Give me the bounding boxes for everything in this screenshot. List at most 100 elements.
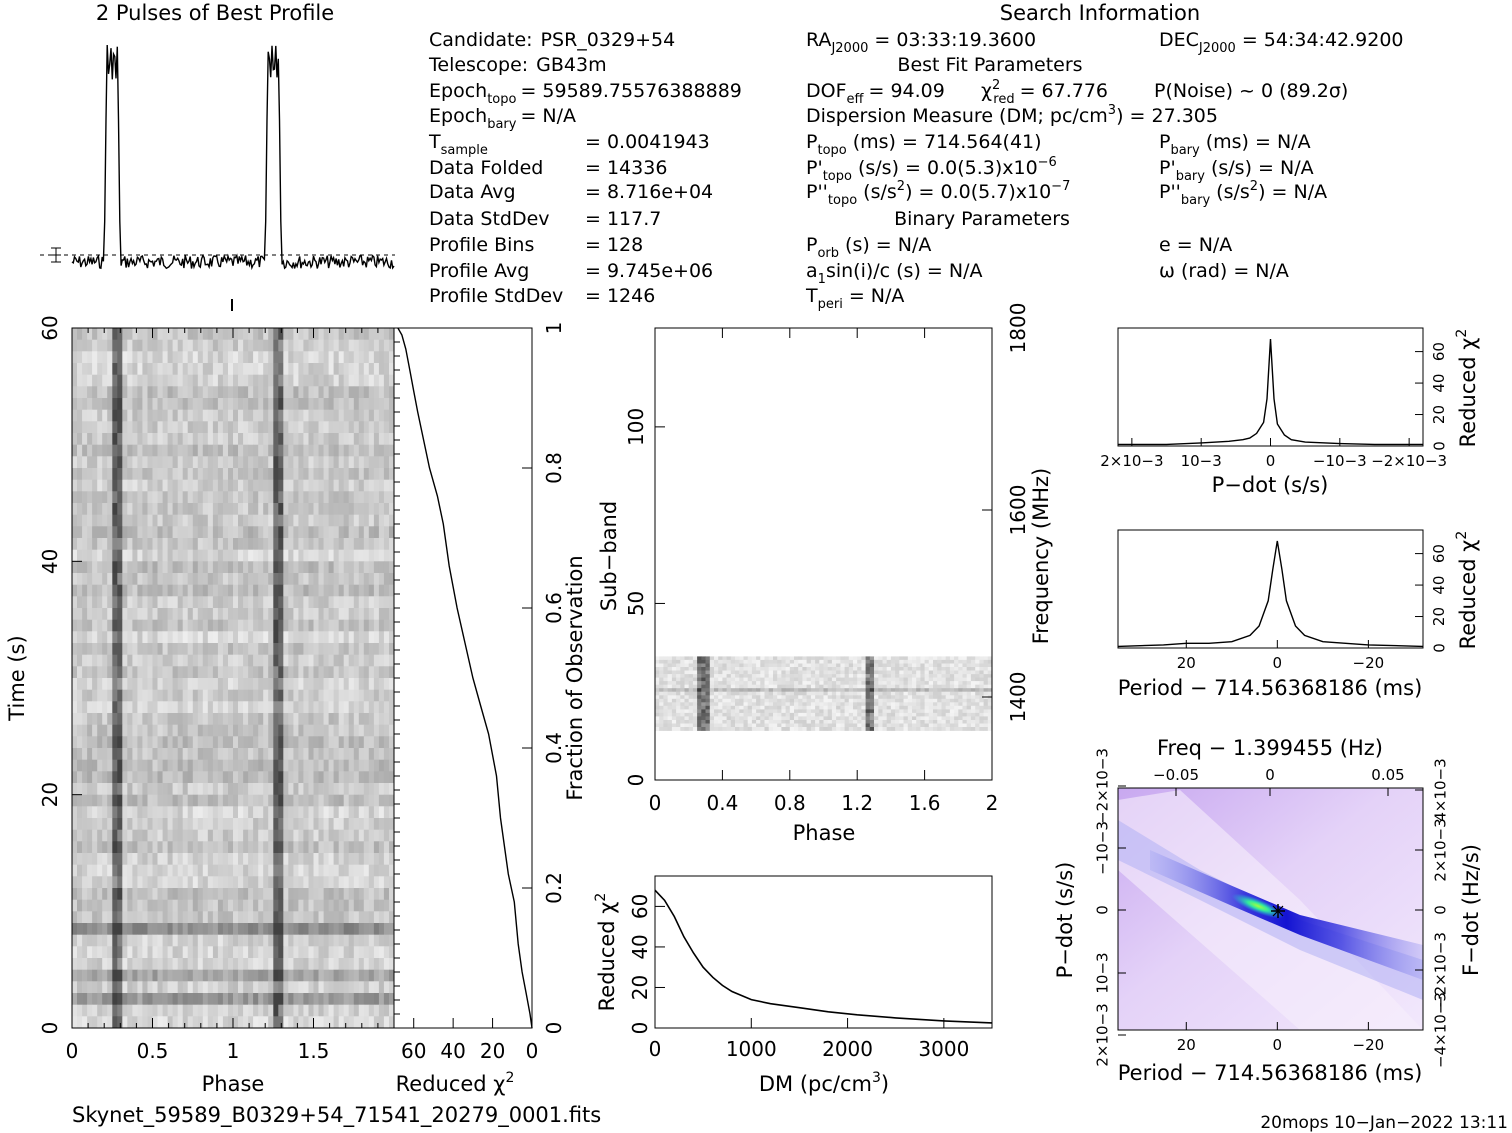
time-phase-cell: [97, 421, 103, 434]
time-phase-cell: [202, 444, 209, 457]
time-phase-cell: [182, 841, 189, 854]
time-phase-cell: [353, 946, 360, 959]
time-phase-cell: [273, 771, 279, 784]
time-phase-cell: [363, 666, 370, 679]
time-phase-cell: [147, 666, 153, 679]
time-phase-cell: [127, 841, 133, 854]
time-phase-cell: [97, 783, 103, 796]
time-phase-cell: [303, 351, 309, 364]
subband-cell: [680, 691, 685, 696]
time-phase-cell: [278, 514, 284, 527]
time-phase-cell: [258, 386, 264, 399]
time-phase-cell: [328, 969, 334, 982]
time-phase-cell: [328, 853, 334, 866]
time-phase-cell: [152, 491, 158, 504]
time-phase-cell: [228, 573, 234, 586]
time-phase-cell: [172, 643, 178, 656]
time-phase-cell: [283, 409, 289, 422]
subband-cell: [895, 695, 900, 700]
time-phase-cell: [368, 584, 375, 597]
time-phase-cell: [112, 596, 118, 609]
time-phase-cell: [243, 1004, 249, 1017]
time-phase-cell: [268, 398, 274, 411]
time-phase-cell: [273, 503, 279, 516]
time-phase-cell: [197, 969, 204, 982]
time-phase-cell: [172, 748, 178, 761]
time-phase-cell: [192, 864, 199, 877]
subband-cell: [743, 684, 749, 689]
time-phase-cell: [383, 433, 390, 446]
time-phase-cell: [333, 549, 339, 562]
time-phase-cell: [338, 444, 345, 457]
time-phase-cell: [97, 829, 103, 842]
time-phase-cell: [248, 713, 254, 726]
time-phase-cell: [197, 864, 204, 877]
time-phase-cell: [192, 468, 199, 481]
time-phase-cell: [303, 969, 309, 982]
time-phase-cell: [348, 608, 355, 621]
time-phase-cell: [293, 1004, 299, 1017]
subband-cell: [983, 659, 989, 664]
time-phase-cell: [228, 736, 234, 749]
time-phase-cell: [248, 759, 254, 772]
time-phase-cell: [303, 771, 309, 784]
subband-cell: [941, 663, 947, 668]
time-phase-cell: [338, 573, 345, 586]
time-phase-cell: [228, 398, 234, 411]
time-phase-cell: [333, 888, 339, 901]
time-phase-cell: [107, 969, 113, 982]
time-phase-cell: [313, 911, 319, 924]
time-phase-cell: [177, 328, 184, 341]
subband-cell: [941, 677, 947, 682]
time-phase-cell: [137, 596, 143, 609]
time-phase-cell: [97, 608, 103, 621]
time-phase-cell: [187, 689, 194, 702]
time-phase-cell: [142, 421, 148, 434]
subband-cell: [676, 674, 681, 678]
time-phase-cell: [243, 759, 249, 772]
subband-cell: [949, 684, 955, 689]
subband-cell: [954, 691, 959, 696]
info-value: GB43m: [536, 54, 606, 76]
time-phase-cell: [172, 899, 178, 912]
time-phase-cell: [122, 479, 128, 492]
subband-cell: [815, 688, 820, 693]
subband-cell: [937, 681, 942, 685]
time-phase-cell: [217, 923, 224, 936]
time-phase-cell: [263, 794, 269, 807]
time-phase-cell: [333, 398, 339, 411]
time-phase-cell: [378, 806, 385, 819]
time-phase-cell: [353, 479, 360, 492]
subband-cell: [810, 667, 816, 671]
time-phase-cell: [157, 876, 163, 889]
time-phase-cell: [107, 923, 113, 936]
subband-cell: [975, 691, 980, 696]
time-phase-cell: [87, 666, 93, 679]
subband-cell: [899, 659, 904, 664]
time-phase-cell: [162, 1016, 168, 1029]
time-phase-cell: [122, 864, 128, 877]
time-phase-cell: [348, 491, 355, 504]
time-phase-cell: [162, 923, 168, 936]
subband-cell: [836, 688, 841, 693]
time-phase-cell: [298, 934, 304, 947]
time-phase-cell: [368, 923, 375, 936]
time-phase-cell: [137, 584, 143, 597]
time-phase-cell: [378, 409, 385, 422]
time-phase-cell: [268, 619, 274, 632]
time-phase-cell: [202, 643, 209, 656]
time-phase-cell: [72, 363, 78, 376]
info-row: Candidate: PSR_0329+54: [429, 29, 675, 51]
time-phase-cell: [182, 549, 189, 562]
time-phase-cell: [228, 631, 234, 644]
subband-cell: [789, 670, 795, 675]
time-phase-cell: [373, 468, 380, 481]
time-phase-cell: [87, 386, 93, 399]
time-phase-cell: [348, 503, 355, 516]
time-phase-cell: [182, 386, 189, 399]
subband-cell: [962, 656, 968, 661]
time-phase-cell: [238, 479, 244, 492]
time-phase-cell: [363, 981, 370, 994]
time-phase-cell: [122, 386, 128, 399]
time-phase-cell: [288, 981, 294, 994]
